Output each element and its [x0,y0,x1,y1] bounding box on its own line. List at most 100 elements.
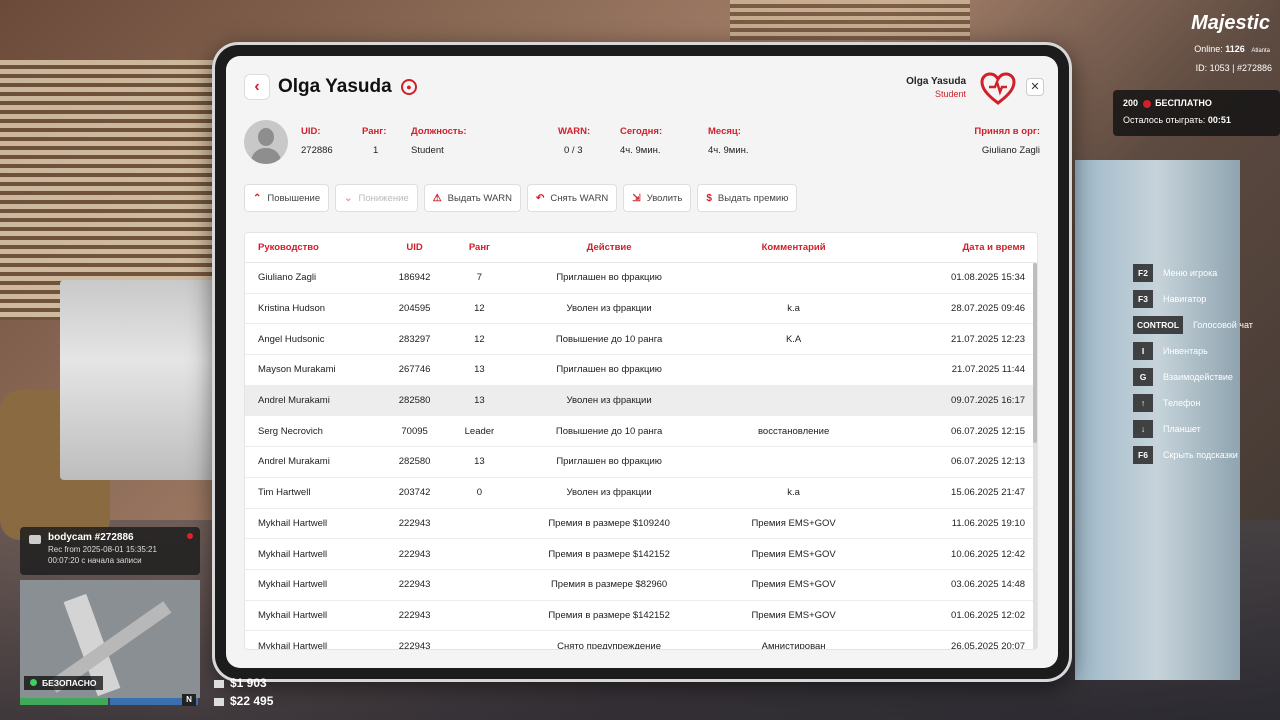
action-button-0[interactable]: ⌃ Повышение [244,184,330,212]
table-cell: 186942 [398,272,431,284]
table-cell: 267746 [398,364,431,376]
hint-label: Навигатор [1163,294,1207,304]
today-label: Сегодня: [620,126,663,137]
table-cell: 13 [474,395,485,407]
table-cell: 13 [474,364,485,376]
key-hint: ↓ Планшет [1133,416,1253,442]
status-bars [20,698,198,705]
rank-value: 1 [373,145,379,156]
table-cell: 7 [476,272,483,284]
close-button[interactable]: ✕ [1026,78,1044,96]
table-cell: 0 [476,487,483,499]
table-cell: 21.07.2025 12:23 [951,333,1026,345]
table-row[interactable]: Mykhail Hartwell 222943 Снято предупрежден… [245,631,1037,650]
tablet-frame: ‹ Olga Yasuda ● Olga Yasuda Student ✕ UI… [212,42,1072,682]
table-cell: Mayson Murakami [258,364,336,376]
action-label: Снять WARN [550,192,609,204]
online-count: Online: 1126 Atlanta [1194,44,1270,54]
table-row[interactable]: Mykhail Hartwell 222943 Премия в размере $… [245,509,1037,540]
action-button-4[interactable]: ⇲ Уволить [623,184,692,212]
table-cell: 283297 [398,333,431,345]
hint-label: Телефон [1163,398,1201,408]
bodycam-panel: bodycam #272886 Rec from 2025-08-01 15:3… [20,527,200,575]
table-scrollbar[interactable] [1033,263,1037,649]
table-row[interactable]: Mayson Murakami 267746 13 Приглашен во фрак… [245,355,1037,386]
table-cell: 222943 [398,579,431,591]
hint-label: Взаимодействие [1163,372,1233,382]
table-cell: 204595 [398,303,431,315]
action-button-2[interactable]: ⚠ Выдать WARN [423,184,522,212]
close-icon: ✕ [1030,81,1040,93]
table-cell: 09.07.2025 16:17 [951,395,1026,407]
server-name: Atlanta [1251,48,1270,54]
table-cell: Giuliano Zagli [258,272,317,284]
table-row[interactable]: Kristina Hudson 204595 12 Уволен из фракции… [245,294,1037,325]
table-row[interactable]: Mykhail Hartwell 222943 Премия в размере $… [245,539,1037,570]
action-label: Понижение [358,192,409,204]
accepted-label: Принял в орг: [974,126,1040,137]
table-cell: 282580 [398,395,431,407]
table-cell: 70095 [401,425,428,437]
table-row[interactable]: Serg Necrovich 70095 Leader Повышение до 10… [245,416,1037,448]
table-cell: Angel Hudsonic [258,333,325,345]
table-cell: Премия EMS+GOV [751,517,836,529]
table-cell: Премия EMS+GOV [751,548,836,560]
table-cell: 222943 [398,640,431,650]
column-header: Дата и время [962,242,1026,253]
table-cell: Kristina Hudson [258,303,326,315]
hint-label: Меню игрока [1163,268,1218,278]
key-cap: ↓ [1133,420,1153,438]
table-header: Руководство UID Ранг Действие Комментарий Дат… [245,233,1037,263]
table-cell: Serg Necrovich [258,425,323,437]
uid-label: UID: [301,126,321,137]
table-row[interactable]: Andrel Murakami 282580 13 Уволен из фракции… [245,385,1037,417]
table-cell: 222943 [398,609,431,621]
key-hint: F2 Меню игрока [1133,260,1253,286]
hint-label: Скрыть подсказки [1163,450,1238,460]
key-hint: ↑ Телефон [1133,390,1253,416]
back-button[interactable]: ‹ [244,74,270,100]
rank-label: Ранг: [362,126,387,137]
action-button-1[interactable]: ⌄ Понижение [335,184,418,212]
current-user-name: Olga Yasuda [906,76,966,87]
column-header: Ранг [468,242,491,253]
uid-value: 272886 [301,145,333,156]
action-label: Выдать WARN [447,192,513,204]
column-header: Комментарий [761,242,826,253]
coin-icon [1142,99,1151,108]
bodycam-title: bodycam #272886 [48,532,134,543]
table-cell: 203742 [398,487,431,499]
table-row[interactable]: Mykhail Hartwell 222943 Премия в размере $… [245,570,1037,601]
key-cap: F3 [1133,290,1153,308]
table-cell: Mykhail Hartwell [258,640,328,650]
table-row[interactable]: Tim Hartwell 203742 0 Уволен из фракции k.a 1… [245,478,1037,509]
table-cell: Премия в размере $109240 [548,517,670,529]
table-cell: k.a [787,303,800,315]
promo-sub-label: Осталось отыграть: [1123,115,1206,125]
key-cap: CONTROL [1133,316,1184,334]
cash-icon [214,679,224,688]
table-cell: Повышение до 10 ранга [555,333,663,345]
bank-value: $22 495 [230,694,274,708]
action-button-5[interactable]: $ Выдать премию [697,184,798,212]
chevron-down-icon: ⌄ [344,192,353,204]
table-row[interactable]: Mykhail Hartwell 222943 Премия в размере $… [245,601,1037,632]
background-panel [1075,160,1240,680]
safe-dot-icon [30,679,37,686]
online-label: Online: [1194,44,1223,54]
info-accepted: Принял в орг: Giuliano Zagli [974,126,1040,156]
table-cell: Mykhail Hartwell [258,579,328,591]
table-row[interactable]: Andrel Murakami 282580 13 Приглашен во фрак… [245,447,1037,478]
action-button-3[interactable]: ↶ Снять WARN [527,184,618,212]
warn-value: 0 / 3 [564,145,583,156]
table-cell: 01.08.2025 15:34 [951,272,1026,284]
key-hints: F2 Меню игрока F3 Навигатор CONTROL Голосовой… [1133,260,1253,468]
table-row[interactable]: Giuliano Zagli 186942 7 Приглашен во фракци… [245,263,1037,294]
table-cell: Премия в размере $142152 [548,548,670,560]
profile-name: Olga Yasuda [278,76,392,97]
action-label: Повышение [267,192,321,204]
background-window-blinds-top [730,0,970,40]
table-row[interactable]: Angel Hudsonic 283297 12 Повышение до 10 ра… [245,324,1037,356]
table-cell: K.A [785,333,802,345]
table-cell: Уволен из фракции [566,303,652,315]
